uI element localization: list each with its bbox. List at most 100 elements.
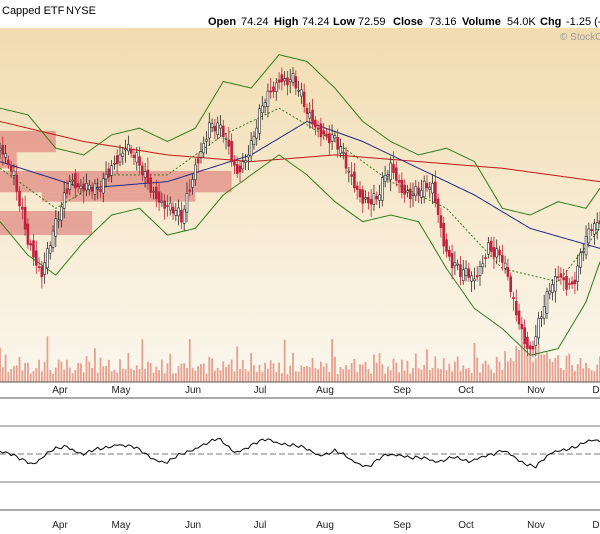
volume-bar: [43, 361, 46, 382]
volume-bar: [339, 367, 342, 382]
candle: [138, 146, 141, 174]
volume-bar: [565, 355, 568, 382]
candle: [34, 240, 38, 274]
candle: [157, 183, 161, 211]
volume-bar: [219, 370, 222, 382]
candle: [590, 223, 593, 237]
candle: [531, 340, 535, 358]
candle: [88, 180, 91, 196]
candle: [177, 199, 180, 226]
volume-bar: [88, 361, 91, 382]
candle: [235, 156, 239, 178]
volume-bar: [166, 363, 169, 382]
candle: [171, 201, 175, 220]
volume-bar: [350, 363, 353, 382]
volume-bar: [582, 368, 585, 382]
volume-bar: [46, 336, 49, 382]
volume-bar: [241, 360, 244, 382]
volume-bar: [417, 368, 420, 382]
candle: [328, 124, 331, 156]
candle: [361, 185, 365, 213]
candle: [152, 186, 155, 200]
volume-bar: [445, 370, 448, 382]
candle: [559, 267, 563, 285]
volume-bar: [250, 352, 253, 382]
candle: [277, 72, 281, 90]
volume-bar: [451, 371, 453, 382]
candle: [9, 160, 13, 178]
volume-bar: [147, 361, 149, 382]
candle: [339, 138, 342, 158]
candle: [314, 116, 317, 136]
candle: [484, 253, 487, 268]
candle: [258, 104, 261, 141]
volume-bar: [172, 373, 174, 382]
volume-bar: [225, 367, 227, 382]
volume-bar: [590, 370, 593, 382]
candle: [587, 222, 591, 248]
volume-bar: [191, 367, 194, 382]
candle: [202, 136, 206, 158]
volume-bar: [476, 357, 479, 382]
volume-bar: [395, 362, 398, 382]
volume-bar: [183, 363, 186, 382]
volume-bar: [585, 362, 587, 382]
overlay-lines: [0, 54, 600, 356]
candle: [420, 179, 423, 204]
candle: [434, 170, 437, 208]
volume-bar: [202, 363, 205, 382]
volume-bar: [74, 370, 77, 382]
month-label: May: [112, 520, 131, 531]
candle: [71, 173, 74, 186]
candle: [453, 251, 457, 276]
candle: [213, 118, 217, 139]
month-label: Aug: [316, 385, 334, 396]
volume-bar: [370, 373, 373, 382]
volume-bar: [453, 361, 456, 382]
volume-bar: [342, 369, 345, 382]
open-label: Open: [208, 16, 236, 28]
candle: [43, 252, 46, 284]
volume-bar: [551, 361, 554, 382]
volume-bar: [286, 373, 289, 382]
volume-bar: [308, 367, 311, 382]
volume-bar: [336, 373, 339, 382]
volume-bar: [414, 353, 417, 382]
volume-bar: [272, 363, 275, 382]
candle: [54, 209, 58, 248]
volume-bar: [247, 371, 250, 382]
volume-bar: [216, 367, 219, 382]
volume-bar: [484, 360, 487, 382]
volume-bar: [459, 370, 462, 382]
candle: [210, 118, 214, 133]
volume-bar: [160, 359, 163, 382]
candle: [107, 162, 111, 182]
volume-bar: [4, 354, 7, 382]
volume-bar: [403, 370, 406, 382]
volume-bar: [155, 366, 158, 382]
volume-bar: [15, 365, 18, 382]
volume-bar: [392, 358, 395, 382]
candle: [280, 67, 284, 91]
volume-bar: [127, 352, 130, 382]
month-label: Sep: [393, 385, 411, 396]
candle: [37, 257, 41, 272]
candle: [261, 95, 264, 120]
volume-bar: [52, 373, 54, 382]
candle: [174, 203, 178, 221]
candle: [581, 243, 585, 262]
candle: [221, 119, 225, 143]
volume-bar: [431, 367, 434, 382]
candle: [383, 165, 387, 188]
month-label: Jun: [185, 385, 201, 396]
candle: [397, 174, 401, 194]
volume-bar: [328, 372, 331, 382]
candle: [146, 157, 150, 190]
volume-bar: [560, 367, 562, 382]
candle: [414, 179, 418, 202]
candle: [286, 70, 289, 96]
price-panel-background: [0, 28, 600, 382]
volume-bar: [135, 365, 138, 382]
volume-bar: [540, 354, 543, 382]
candle: [160, 192, 164, 207]
